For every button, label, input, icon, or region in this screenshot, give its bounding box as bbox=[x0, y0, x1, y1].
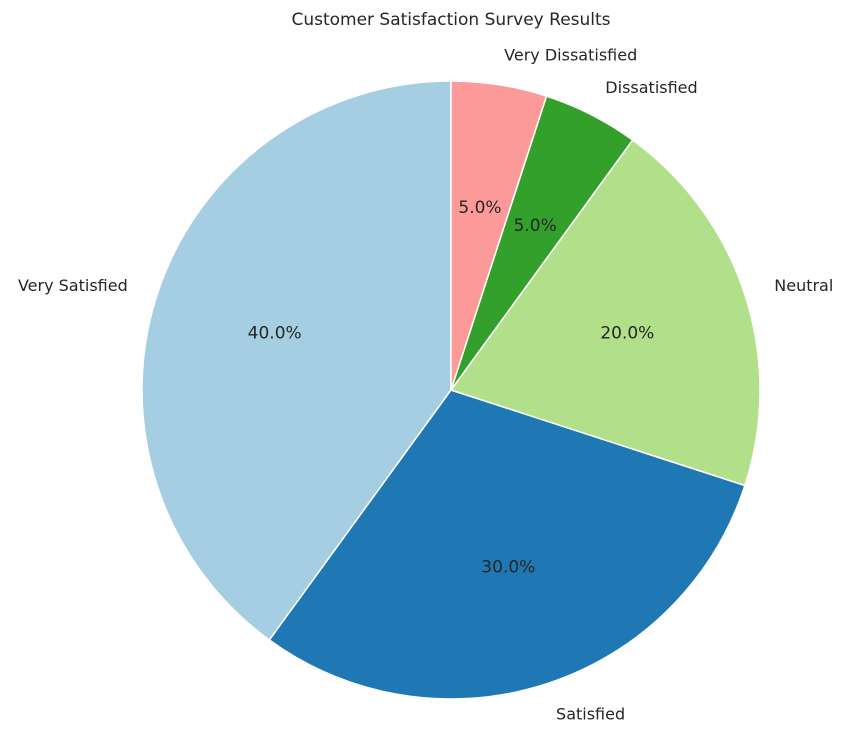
pie-slice-satisfied bbox=[268, 389, 746, 700]
percent-label: 20.0% bbox=[600, 324, 654, 344]
pie-slice-neutral bbox=[449, 138, 761, 487]
chart-title: Customer Satisfaction Survey Results bbox=[291, 10, 610, 30]
pie-slice-very-dissatisfied bbox=[450, 80, 548, 391]
pie-slice-very-satisfied bbox=[141, 80, 452, 642]
category-label: Satisfied bbox=[556, 704, 625, 723]
category-label: Very Satisfied bbox=[18, 276, 128, 295]
percent-label: 30.0% bbox=[481, 557, 535, 577]
category-label: Neutral bbox=[774, 276, 833, 295]
category-label: Dissatisfied bbox=[605, 78, 697, 97]
category-label: Very Dissatisfied bbox=[504, 45, 637, 64]
pie-slices bbox=[141, 80, 761, 700]
percent-label: 5.0% bbox=[514, 216, 557, 236]
percent-label: 5.0% bbox=[458, 198, 501, 218]
percent-label: 40.0% bbox=[248, 324, 302, 344]
pie-labels: 40.0% Very Satisfied 30.0% Satisfied 20.0% Ne… bbox=[18, 45, 833, 723]
